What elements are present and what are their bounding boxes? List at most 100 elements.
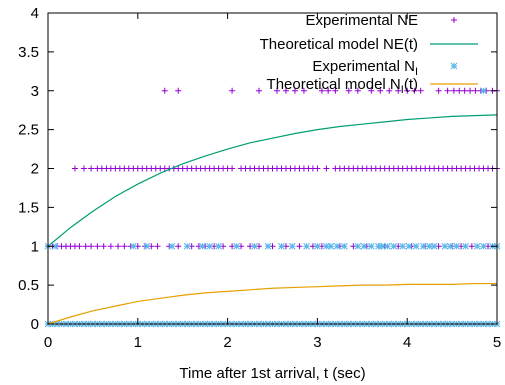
y-tick-label: 3 — [31, 83, 39, 100]
data-point — [71, 165, 78, 172]
y-tick-label: 2.5 — [18, 122, 39, 139]
legend: Experimental NE Theoretical model NE(t) Ex… — [260, 12, 478, 96]
data-point — [367, 242, 375, 250]
data-point — [354, 242, 362, 250]
data-point — [264, 242, 272, 250]
plot-frame — [47, 12, 498, 325]
legend-label: Theoretical model NI(t) — [267, 76, 418, 96]
series-line — [47, 282, 497, 325]
data-point — [199, 242, 206, 250]
data-point — [340, 242, 348, 250]
data-point — [215, 242, 222, 250]
data-point — [175, 243, 182, 250]
data-point — [384, 242, 391, 250]
data-point — [115, 243, 122, 250]
x-tick-label: 2 — [223, 334, 231, 351]
x-tick-label: 0 — [44, 334, 52, 351]
data-point — [175, 87, 182, 94]
legend-label: Theoretical model NE(t) — [260, 36, 418, 53]
data-point — [314, 242, 321, 250]
series-layer — [44, 87, 501, 328]
data-point — [100, 243, 107, 250]
data-point — [412, 242, 420, 250]
data-point — [229, 165, 236, 172]
series-0 — [45, 87, 500, 250]
data-point — [251, 242, 258, 250]
data-point — [468, 243, 475, 250]
data-point — [405, 242, 413, 250]
data-point — [453, 242, 460, 250]
data-point — [404, 87, 411, 94]
data-point — [360, 242, 368, 250]
series-line — [47, 114, 498, 247]
data-point — [430, 242, 438, 250]
data-point — [435, 87, 442, 94]
data-point — [94, 243, 101, 250]
data-point — [314, 165, 321, 172]
data-point — [462, 242, 469, 250]
series-3 — [47, 282, 497, 325]
data-point — [395, 87, 402, 94]
x-tick-label: 5 — [493, 334, 501, 351]
data-point — [282, 87, 289, 94]
data-point — [345, 87, 352, 94]
data-point — [88, 165, 95, 172]
y-tick-label: 2 — [31, 161, 39, 178]
data-point — [303, 242, 310, 250]
ticks-layer: 0 0.5 1 1.5 2 2.5 3 3.5 4 0 1 2 3 4 5 — [18, 5, 501, 351]
data-point — [368, 87, 375, 94]
data-point — [354, 87, 361, 94]
x-tick-label: 4 — [403, 334, 411, 351]
data-point — [323, 165, 330, 172]
data-point — [390, 242, 398, 250]
data-point — [456, 87, 463, 94]
data-point — [107, 243, 114, 250]
data-point — [441, 242, 449, 250]
data-point — [446, 242, 454, 250]
data-point — [129, 242, 137, 250]
data-point — [229, 87, 236, 94]
data-point — [143, 242, 151, 250]
legend-entry: Experimental NI — [312, 58, 458, 78]
data-point — [288, 242, 296, 250]
data-point — [256, 87, 263, 94]
data-point — [296, 243, 303, 250]
data-point — [325, 87, 332, 94]
data-point — [480, 87, 487, 95]
x-tick-label: 1 — [134, 334, 142, 351]
data-point — [411, 87, 418, 94]
legend-entry: Experimental NE — [305, 12, 457, 29]
data-point — [473, 242, 481, 250]
legend-entry: Theoretical model NE(t) — [260, 36, 478, 53]
data-point — [51, 242, 59, 250]
data-point — [206, 242, 213, 250]
series-1 — [47, 114, 498, 247]
data-point — [472, 87, 479, 94]
data-point — [273, 87, 280, 94]
data-point — [278, 242, 285, 250]
legend-entry: Theoretical model NI(t) — [267, 76, 478, 96]
data-point — [444, 87, 451, 94]
y-tick-label: 1.5 — [18, 199, 39, 216]
data-point — [386, 87, 393, 94]
data-point — [417, 87, 424, 94]
data-point — [480, 242, 487, 250]
data-point — [327, 242, 335, 250]
data-point — [233, 242, 240, 250]
data-point — [121, 243, 128, 250]
y-tick-label: 1 — [31, 238, 39, 255]
data-point — [461, 87, 468, 94]
data-point — [300, 87, 307, 94]
data-point — [333, 242, 341, 250]
y-tick-label: 4 — [31, 5, 39, 22]
data-point — [183, 242, 191, 250]
y-tick-label: 3.5 — [18, 44, 39, 61]
x-axis-label: Time after 1st arrival, t (sec) — [179, 365, 365, 382]
data-point — [80, 165, 87, 172]
data-point — [450, 87, 457, 94]
x-tick-label: 3 — [313, 334, 321, 351]
data-point — [378, 242, 386, 250]
legend-swatch — [451, 17, 457, 23]
legend-swatch — [450, 62, 458, 70]
